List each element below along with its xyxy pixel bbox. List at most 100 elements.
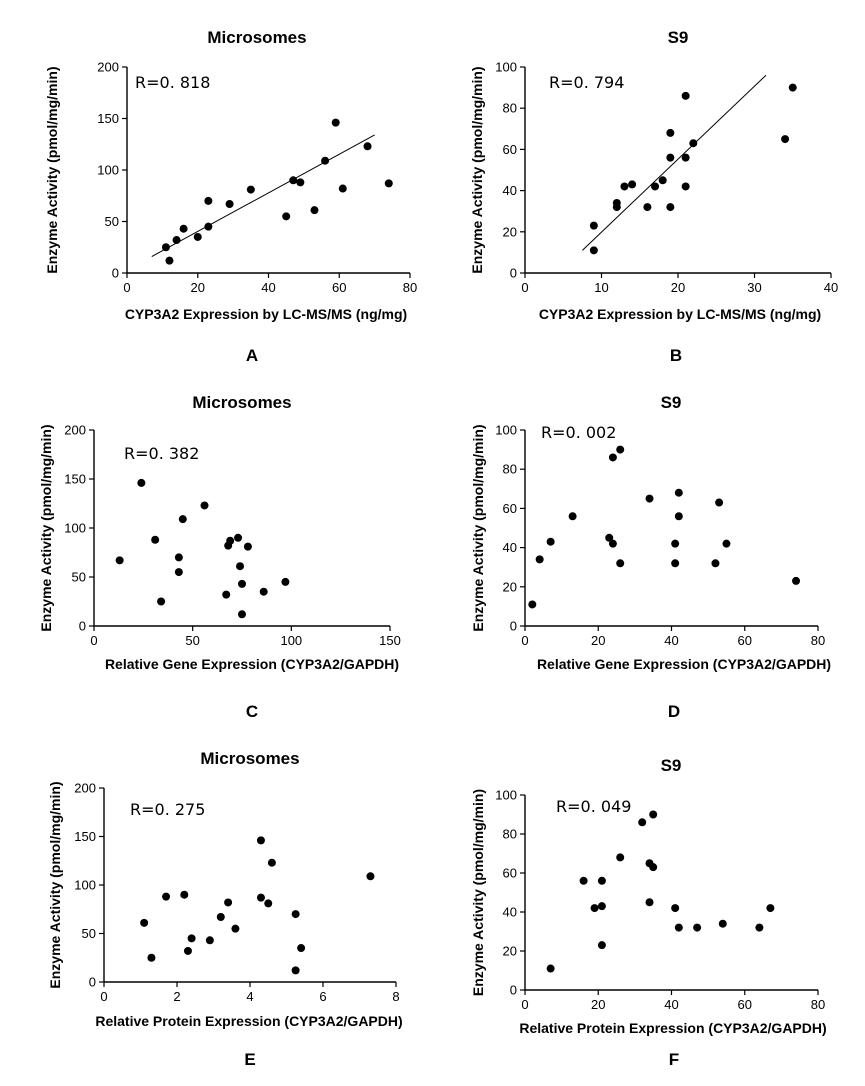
y-tick-label: 150	[64, 472, 86, 487]
x-tick-label: 6	[319, 989, 326, 1004]
data-point	[204, 222, 213, 231]
data-point	[671, 904, 680, 913]
data-point	[187, 934, 196, 943]
y-tick-label: 200	[64, 423, 86, 438]
x-tick-label: 8	[392, 989, 399, 1004]
x-axis-label: Relative Protein Expression (CYP3A2/GAPD…	[95, 1013, 402, 1029]
data-point	[180, 890, 189, 899]
data-point	[597, 902, 606, 911]
y-axis-label: Enzyme Activity (pmol/mg/min)	[47, 781, 63, 988]
data-point	[628, 180, 637, 189]
data-point	[243, 542, 252, 551]
x-tick-label: 20	[591, 997, 605, 1012]
data-point	[674, 488, 683, 497]
correlation-label: R=0. 794	[549, 73, 624, 92]
data-point	[172, 236, 181, 245]
correlation-label: R=0. 818	[135, 73, 210, 92]
y-tick-label: 0	[510, 983, 517, 998]
data-point	[616, 853, 625, 862]
data-point	[649, 863, 658, 872]
data-point	[321, 156, 330, 165]
y-tick-label: 100	[495, 788, 517, 803]
data-point	[296, 178, 305, 187]
correlation-label: R=0. 049	[556, 797, 631, 816]
panel-letter: B	[670, 346, 682, 365]
data-point	[151, 535, 160, 544]
data-point	[200, 501, 209, 510]
x-axis-label: CYP3A2 Expression by LC-MS/MS (ng/mg)	[539, 306, 821, 322]
data-point	[297, 944, 306, 953]
panel-title: Microsomes	[192, 393, 291, 412]
x-tick-label: 0	[100, 989, 107, 1004]
x-tick-label: 40	[664, 997, 678, 1012]
y-tick-label: 40	[503, 905, 517, 920]
x-tick-label: 60	[738, 633, 752, 648]
data-point	[238, 610, 246, 619]
panel-letter: E	[244, 1050, 255, 1069]
y-tick-label: 80	[503, 827, 517, 842]
data-point	[590, 904, 599, 913]
data-point	[711, 559, 720, 568]
y-tick-label: 50	[82, 926, 96, 941]
panel-title: S9	[661, 756, 682, 775]
panel-letter: D	[668, 702, 680, 721]
y-tick-label: 0	[510, 266, 517, 281]
data-point	[579, 876, 588, 885]
data-point	[137, 478, 146, 487]
data-point	[788, 83, 797, 92]
data-point	[162, 892, 171, 901]
data-point	[291, 966, 300, 975]
panel-d: 0 20 40 60 80 0 20 40 60 80 100 S9 R=0. 002 Relative …	[470, 393, 831, 721]
data-point	[781, 135, 790, 144]
y-tick-label: 50	[105, 214, 119, 229]
data-point	[722, 539, 731, 548]
data-point	[291, 910, 300, 919]
data-point	[282, 212, 291, 221]
data-point	[671, 559, 680, 568]
data-point	[674, 512, 683, 521]
data-point	[689, 139, 698, 148]
x-tick-label: 0	[521, 997, 528, 1012]
data-point	[755, 923, 764, 932]
data-point	[183, 946, 192, 955]
x-tick-label: 150	[379, 633, 401, 648]
y-axis-label: Enzyme Activity (pmol/mg/min)	[469, 66, 485, 273]
data-point	[666, 153, 675, 162]
y-tick-label: 20	[503, 224, 517, 239]
data-point	[528, 600, 537, 609]
x-tick-label: 4	[246, 989, 253, 1004]
x-tick-label: 0	[521, 633, 528, 648]
y-tick-label: 20	[503, 944, 517, 959]
x-axis-label: Relative Protein Expression (CYP3A2/GAPD…	[519, 1020, 826, 1036]
data-point	[589, 221, 598, 230]
x-tick-label: 60	[332, 280, 346, 295]
data-point	[605, 533, 614, 542]
panel-letter: C	[246, 702, 258, 721]
data-point	[225, 199, 234, 208]
data-point	[546, 964, 555, 973]
data-point	[147, 953, 156, 962]
data-point	[792, 576, 801, 585]
y-tick-label: 0	[112, 266, 119, 281]
data-point	[681, 153, 690, 162]
y-tick-label: 150	[74, 829, 96, 844]
y-tick-label: 200	[97, 60, 119, 75]
data-point	[174, 553, 183, 562]
panel-b: 0 10 20 30 40 0 20 40 60 80 100 S9 R=0. 794 CYP3A2 Ex…	[469, 28, 838, 365]
x-tick-label: 40	[824, 280, 838, 295]
panel-title: Microsomes	[200, 749, 299, 768]
x-tick-label: 20	[191, 280, 205, 295]
panel-title: S9	[661, 393, 682, 412]
y-tick-label: 100	[495, 423, 517, 438]
panel-letter: F	[669, 1050, 679, 1069]
data-point	[267, 858, 276, 867]
x-tick-label: 10	[594, 280, 608, 295]
data-point	[256, 836, 265, 845]
data-point	[236, 562, 245, 571]
data-point	[649, 810, 658, 819]
panel-a: 0 20 40 60 80 0 50 100 150 200 Microsomes R=0. 818 C…	[44, 28, 417, 365]
x-tick-label: 80	[811, 997, 825, 1012]
data-point	[174, 568, 183, 577]
data-point	[535, 555, 544, 564]
correlation-label: R=0. 002	[541, 423, 616, 442]
